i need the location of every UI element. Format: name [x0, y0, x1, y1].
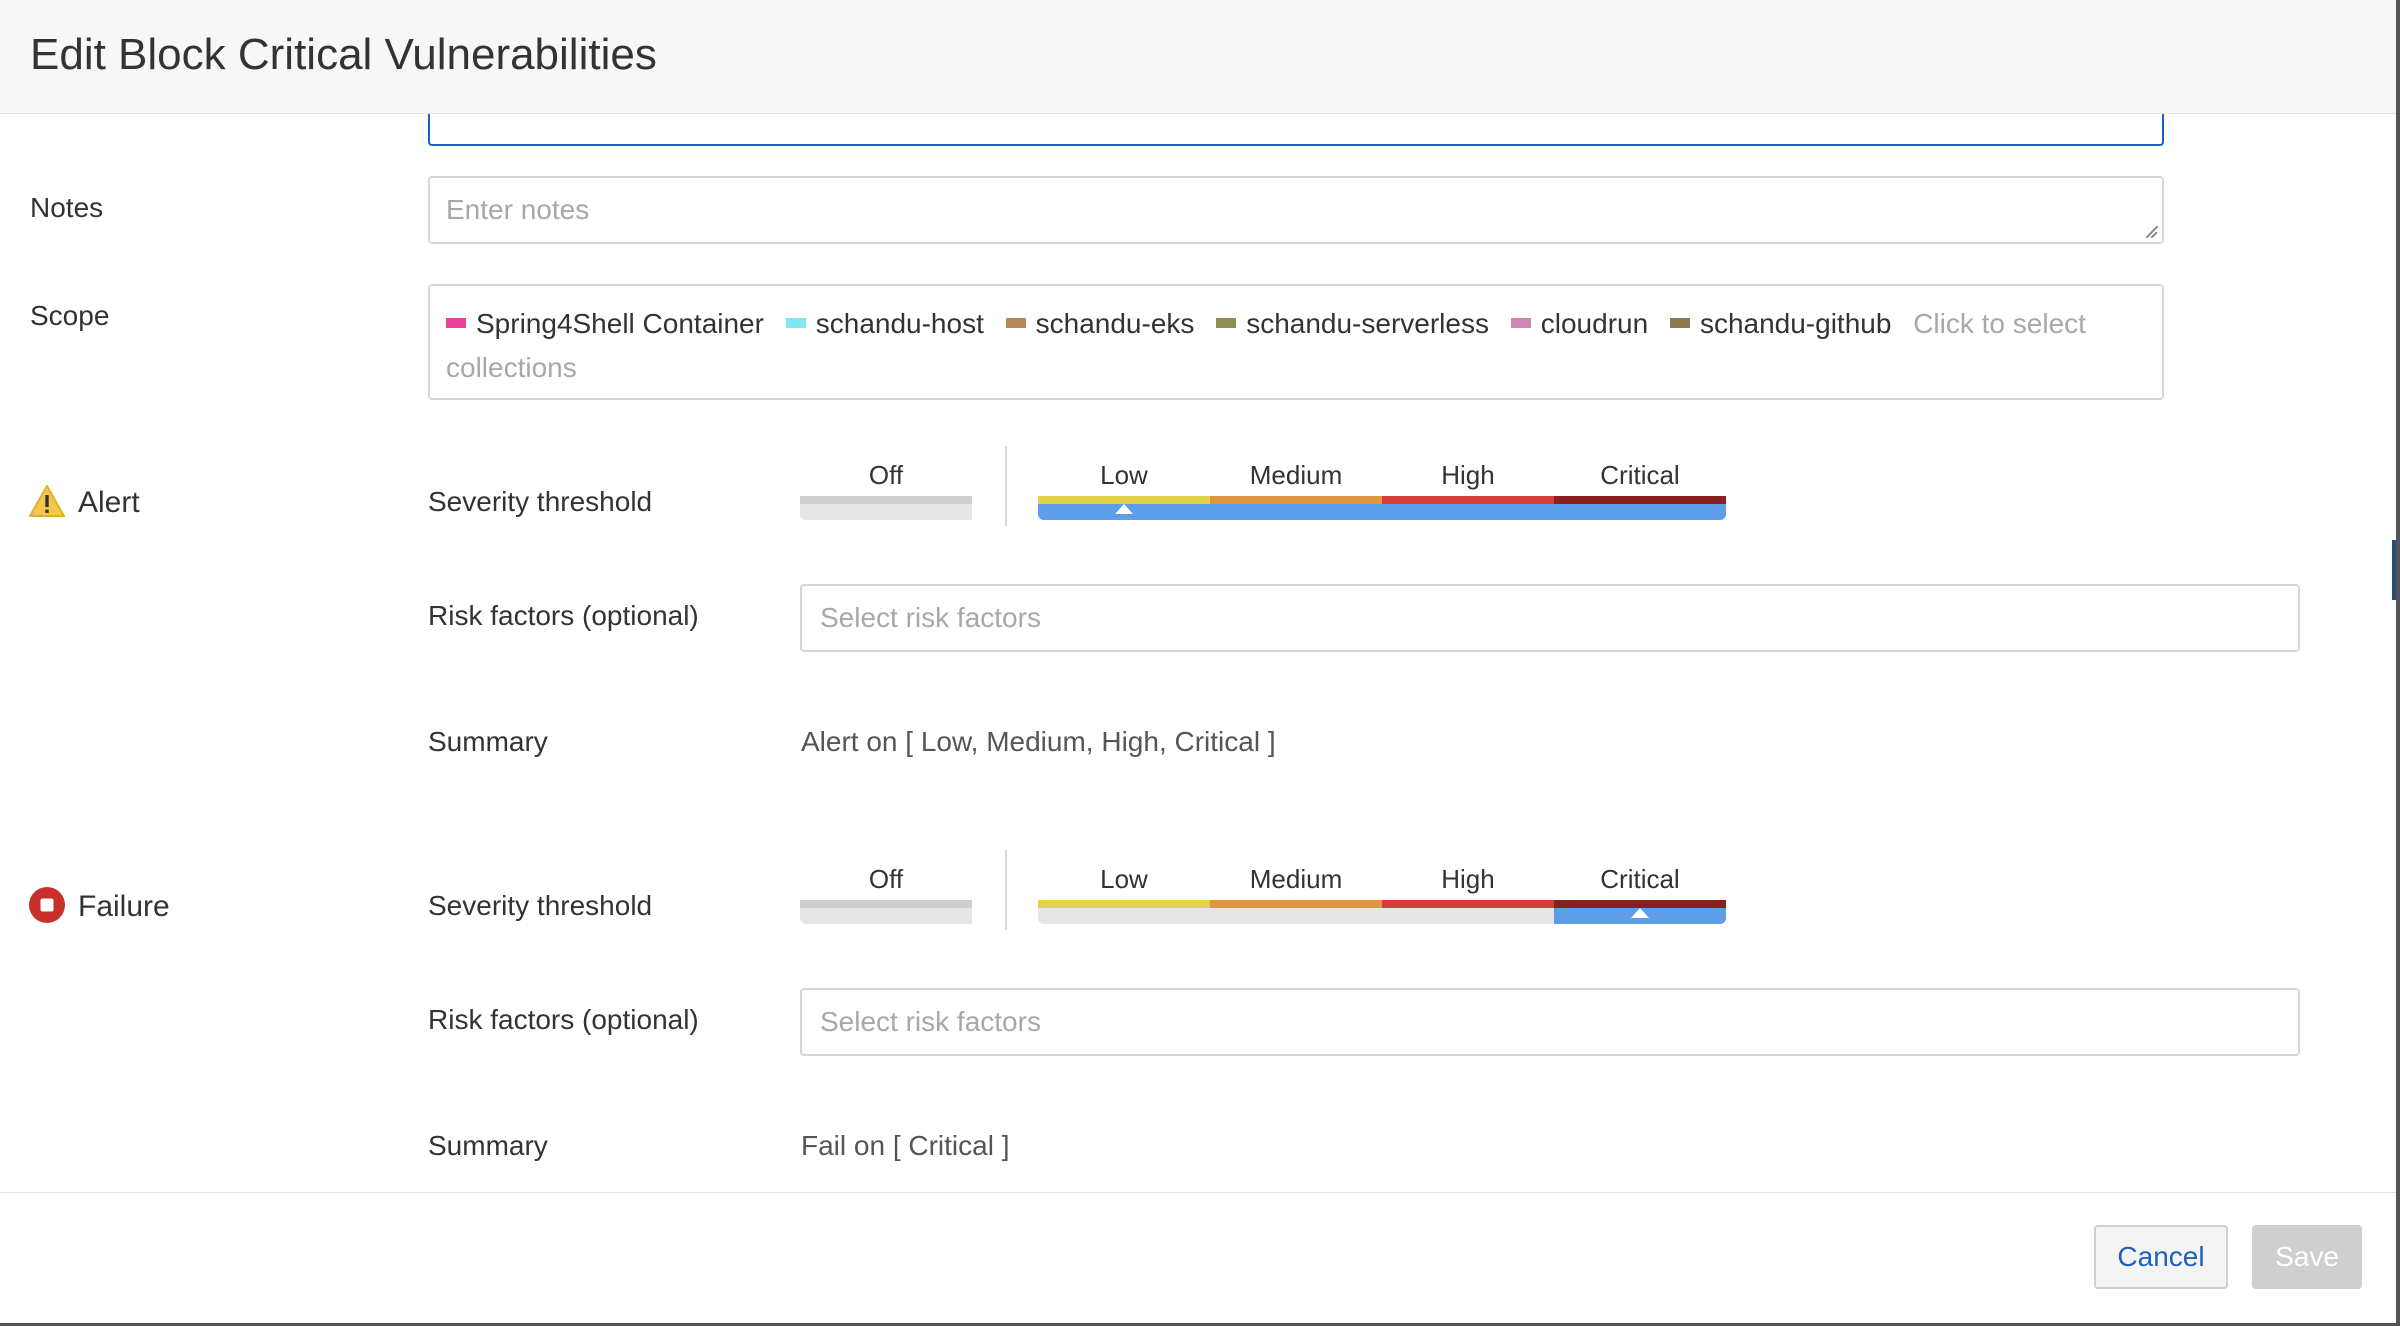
failure-severity-off[interactable]: Off — [800, 864, 972, 934]
severity-name: High — [1441, 460, 1495, 490]
chip-label: schandu-github — [1699, 308, 1892, 339]
severity-divider — [1005, 446, 1007, 526]
severity-divider — [1005, 850, 1007, 930]
severity-name: Off — [868, 864, 904, 894]
scope-chip[interactable]: schandu-github — [1669, 302, 1892, 346]
alert-severity-critical[interactable]: Critical — [1554, 460, 1726, 530]
alert-severity-off[interactable]: Off — [800, 460, 972, 530]
notes-textarea[interactable]: Enter notes — [428, 176, 2164, 244]
save-button[interactable]: Save — [2252, 1225, 2362, 1289]
severity-name: High — [1441, 864, 1495, 894]
severity-name: Off — [868, 460, 904, 490]
severity-name: Critical — [1600, 460, 1680, 490]
dialog-footer: Cancel Save — [0, 1192, 2396, 1323]
scrollbar-thumb[interactable] — [2392, 540, 2396, 600]
severity-fill — [800, 504, 972, 520]
alert-risk-placeholder: Select risk factors — [820, 602, 1041, 633]
collection-color-swatch — [1216, 317, 1237, 328]
scope-chip[interactable]: Spring4Shell Container — [446, 302, 764, 346]
failure-severity-label: Severity threshold — [428, 890, 653, 921]
alert-summary-value: Alert on [ Low, Medium, High, Critical ] — [801, 726, 1276, 757]
severity-name: Low — [1100, 460, 1148, 490]
scope-chip[interactable]: cloudrun — [1510, 302, 1649, 346]
notes-label: Notes — [30, 192, 104, 223]
chip-label: schandu-host — [815, 308, 984, 339]
severity-fill — [1210, 504, 1382, 520]
collection-color-swatch — [1669, 317, 1690, 328]
severity-name: Low — [1100, 864, 1148, 894]
alert-risk-label: Risk factors (optional) — [428, 600, 699, 631]
alert-severity-selector: Off Low Medium High Critical — [800, 446, 1730, 530]
severity-fill — [1554, 504, 1726, 520]
alert-summary-label: Summary — [428, 726, 548, 757]
severity-name: Critical — [1600, 864, 1680, 894]
scope-label: Scope — [30, 300, 110, 331]
collection-color-swatch — [785, 317, 806, 328]
failure-risk-placeholder: Select risk factors — [820, 1006, 1041, 1037]
failure-severity-high[interactable]: High — [1382, 864, 1554, 934]
severity-colorbar — [1554, 900, 1726, 908]
collection-color-swatch — [446, 317, 466, 328]
alert-risk-factors-select[interactable]: Select risk factors — [800, 584, 2300, 652]
failure-summary-value: Fail on [ Critical ] — [801, 1130, 1010, 1161]
severity-fill — [1038, 908, 1210, 924]
chip-label: schandu-serverless — [1246, 308, 1489, 339]
scope-placeholder: Click to select collections — [446, 308, 2086, 383]
severity-fill — [1382, 504, 1554, 520]
severity-name: Medium — [1249, 864, 1343, 894]
severity-colorbar — [1210, 496, 1382, 504]
failure-severity-medium[interactable]: Medium — [1210, 864, 1382, 934]
threshold-caret-icon — [1631, 908, 1649, 918]
severity-fill — [1382, 908, 1554, 924]
collection-color-swatch — [1005, 317, 1026, 328]
alert-severity-high[interactable]: High — [1382, 460, 1554, 530]
severity-colorbar — [800, 900, 972, 908]
dialog-header: Edit Block Critical Vulnerabilities — [0, 0, 2396, 114]
notes-placeholder: Enter notes — [446, 194, 590, 225]
chip-label: cloudrun — [1540, 308, 1649, 339]
failure-risk-factors-select[interactable]: Select risk factors — [800, 988, 2300, 1056]
chip-label: Spring4Shell Container — [476, 308, 764, 339]
threshold-caret-icon — [1115, 504, 1133, 514]
dialog-body: Notes Enter notes Scope Spring4Shell Con… — [0, 114, 2396, 1192]
severity-colorbar — [800, 496, 972, 504]
scope-chip[interactable]: schandu-host — [785, 302, 984, 346]
failure-risk-label: Risk factors (optional) — [428, 1004, 699, 1035]
severity-colorbar — [1038, 900, 1210, 908]
name-input[interactable] — [428, 114, 2164, 146]
alert-label: Alert — [78, 486, 140, 519]
severity-colorbar — [1554, 496, 1726, 504]
dialog-title: Edit Block Critical Vulnerabilities — [30, 30, 657, 79]
severity-colorbar — [1210, 900, 1382, 908]
alert-severity-low[interactable]: Low — [1038, 460, 1210, 530]
severity-colorbar — [1382, 496, 1554, 504]
collection-color-swatch — [1510, 317, 1531, 328]
failure-severity-selector: Off Low Medium High Critical — [800, 850, 1730, 934]
failure-severity-critical[interactable]: Critical — [1554, 864, 1726, 934]
severity-name: Medium — [1249, 460, 1343, 490]
failure-summary-label: Summary — [428, 1130, 548, 1161]
warning-icon — [29, 485, 65, 517]
scope-chip[interactable]: schandu-serverless — [1216, 302, 1489, 346]
severity-colorbar — [1382, 900, 1554, 908]
cancel-button[interactable]: Cancel — [2094, 1225, 2228, 1289]
failure-label: Failure — [78, 890, 170, 923]
failure-severity-low[interactable]: Low — [1038, 864, 1210, 934]
scope-selector[interactable]: Spring4Shell Container schandu-host scha… — [428, 284, 2164, 400]
stop-icon — [29, 887, 65, 923]
chip-label: schandu-eks — [1035, 308, 1195, 339]
severity-fill — [1210, 908, 1382, 924]
severity-fill — [800, 908, 972, 924]
resize-handle-icon[interactable] — [2144, 224, 2158, 238]
severity-colorbar — [1038, 496, 1210, 504]
scope-chip[interactable]: schandu-eks — [1005, 302, 1195, 346]
alert-severity-label: Severity threshold — [428, 486, 653, 517]
alert-severity-medium[interactable]: Medium — [1210, 460, 1382, 530]
